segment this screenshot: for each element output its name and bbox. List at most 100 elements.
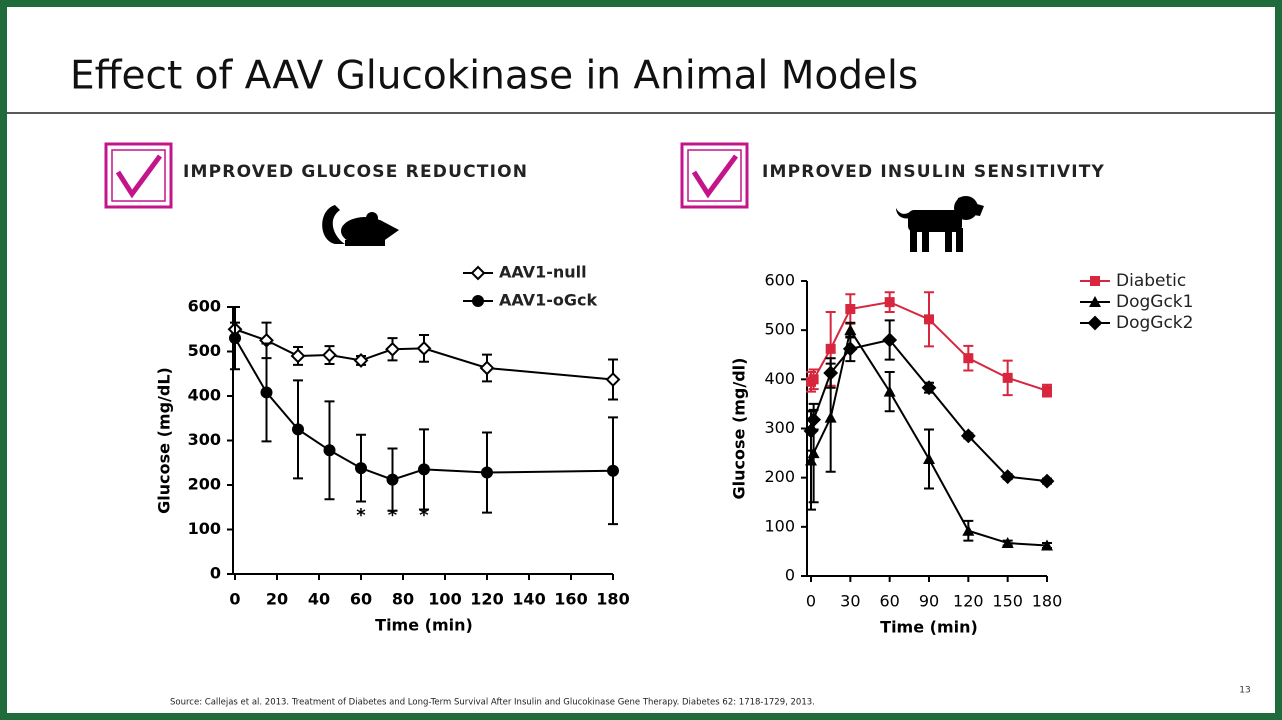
data-point [805,454,817,466]
data-point [960,428,976,444]
data-point [292,423,304,436]
x-tick-label: 180 [1032,592,1063,611]
dog-icon [896,196,984,252]
page-number: 13 [1239,686,1250,696]
y-tick-label: 0 [785,566,795,585]
y-tick-label: 100 [188,519,221,538]
x-axis-label: Time (min) [880,618,978,637]
data-point [607,464,619,477]
data-point [823,365,839,381]
source-note: Source: Callejas et al. 2013. Treatment … [170,698,815,708]
legend-marker [472,295,484,307]
check-icon [104,142,173,209]
legend-label: DogGck2 [1116,313,1193,333]
x-axis-label: Time (min) [375,616,473,635]
x-tick-label: 80 [392,590,414,609]
check-icon [680,142,749,209]
y-tick-label: 400 [764,369,795,388]
legend-label: AAV1-oGck [499,291,597,310]
data-point [479,360,495,376]
x-tick-label: 60 [879,592,899,611]
y-tick-label: 400 [188,386,221,405]
y-tick-label: 0 [210,564,221,583]
data-point [260,386,273,399]
x-tick-label: 120 [470,590,503,609]
y-tick-label: 600 [764,271,795,290]
x-tick-label: 0 [229,590,240,609]
data-point [1001,537,1014,549]
data-point [882,332,898,348]
y-axis-label: Glucose (mg/dl) [730,358,749,500]
data-point [416,340,432,356]
y-tick-label: 200 [188,475,221,494]
data-point [924,314,934,325]
legend-label: AAV1-null [499,263,587,282]
x-tick-label: 180 [596,590,629,609]
data-point [963,353,974,364]
significance-marker: * [419,505,429,526]
legend-label: DogGck1 [1116,292,1193,312]
x-tick-label: 160 [554,590,587,609]
data-point [923,452,935,464]
data-point [355,462,367,475]
x-tick-label: 140 [512,590,545,609]
y-tick-label: 200 [764,467,795,486]
section-heading: IMPROVED INSULIN SENSITIVITY [762,162,1105,182]
data-point [842,341,858,357]
x-tick-label: 30 [840,592,860,611]
x-tick-label: 150 [992,592,1023,611]
data-point [844,324,857,336]
data-point [807,447,820,459]
slide-title: Effect of AAV Glucokinase in Animal Mode… [70,54,918,99]
data-point [921,380,937,396]
y-tick-label: 600 [188,297,221,316]
x-tick-label: 90 [919,592,939,611]
section-heading: IMPROVED GLUCOSE REDUCTION [183,162,528,182]
mouse-icon [322,205,399,246]
data-point [845,304,856,315]
x-tick-label: 100 [428,590,461,609]
data-point [229,332,241,345]
data-point [962,524,975,536]
slide-background [7,7,1275,713]
data-point [418,463,430,476]
data-point [825,343,836,354]
data-point [1000,469,1016,485]
x-tick-label: 20 [266,590,288,609]
significance-marker: * [388,505,398,526]
data-point [385,341,400,357]
data-point [884,297,895,308]
x-tick-label: 120 [953,592,984,611]
data-point [1042,385,1052,396]
y-tick-label: 500 [764,320,795,339]
y-tick-label: 300 [188,430,221,449]
data-point [803,423,819,439]
data-point [806,412,822,428]
y-axis-label: Glucose (mg/dL) [155,367,174,514]
x-tick-label: 60 [350,590,372,609]
data-point [353,352,369,368]
data-point [605,372,621,387]
data-point [1002,372,1013,383]
x-tick-label: 0 [806,592,816,611]
data-point [323,444,336,457]
legend-marker [470,265,486,281]
data-point [322,347,337,363]
legend-marker [1087,315,1103,331]
y-tick-label: 300 [764,418,795,437]
data-point [1041,539,1053,551]
data-point [808,374,819,385]
y-tick-label: 100 [764,516,795,535]
legend-marker [1090,276,1100,286]
legend-label: Diabetic [1116,271,1186,291]
significance-marker: * [356,505,366,526]
data-point [883,385,896,397]
data-point [1039,473,1055,489]
y-tick-label: 500 [188,341,221,360]
x-tick-label: 40 [308,590,330,609]
data-point [386,473,399,486]
legend-marker [1089,296,1101,307]
data-point [290,348,306,364]
data-point [481,466,493,479]
